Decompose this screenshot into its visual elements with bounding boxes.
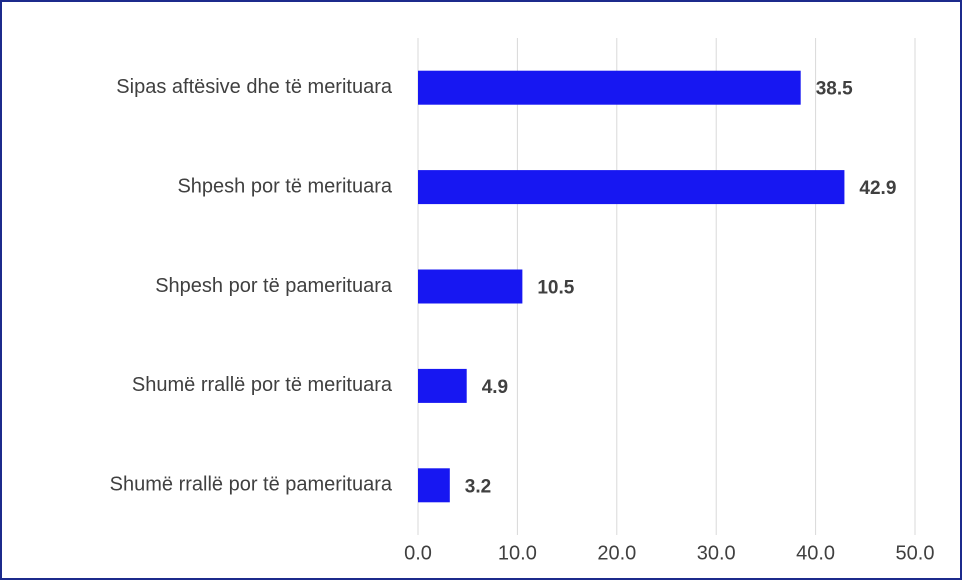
data-label: 3.2 <box>465 476 491 497</box>
x-tick-label: 20.0 <box>597 542 636 564</box>
bar <box>418 468 450 503</box>
bar <box>418 368 467 403</box>
y-tick-label: Shumë rrallë por të merituara <box>132 374 393 396</box>
y-tick-label: Shpesh por të merituara <box>177 175 392 197</box>
x-tick-label: 30.0 <box>697 542 736 564</box>
bar <box>418 170 845 205</box>
y-tick-label: Sipas aftësive dhe të merituara <box>116 76 393 98</box>
x-tick-label: 40.0 <box>796 542 835 564</box>
x-tick-label: 10.0 <box>498 542 537 564</box>
x-tick-label: 50.0 <box>896 542 935 564</box>
data-label: 42.9 <box>859 178 896 199</box>
bar <box>418 70 801 105</box>
data-label: 38.5 <box>816 79 853 100</box>
bar <box>418 269 523 304</box>
y-tick-label: Shpesh por të pamerituara <box>155 275 393 297</box>
data-label: 4.9 <box>482 377 508 398</box>
data-label: 10.5 <box>537 278 574 299</box>
x-tick-label: 0.0 <box>404 542 432 564</box>
y-tick-label: Shumë rrallë por të pamerituara <box>110 474 393 496</box>
